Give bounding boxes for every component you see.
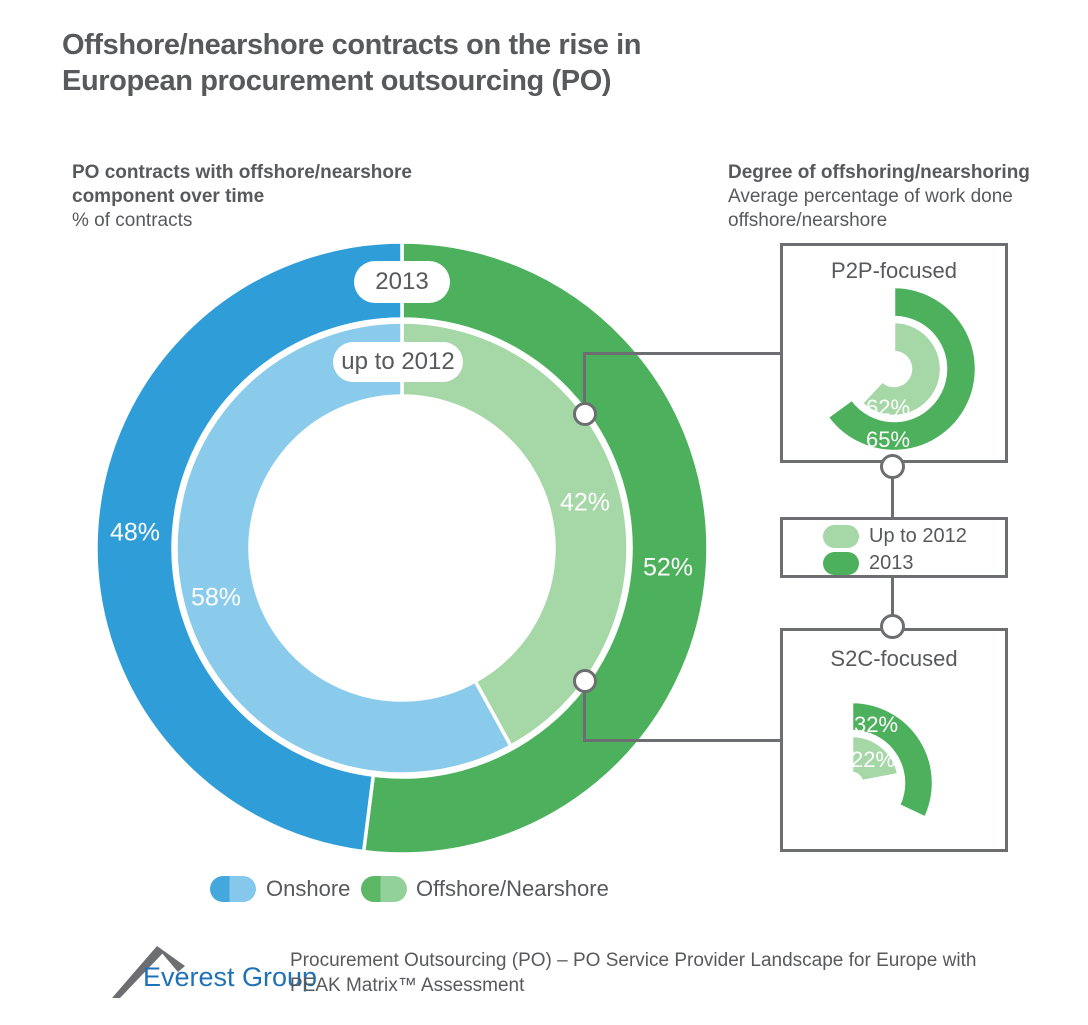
connector-top-anchor-dot	[573, 402, 597, 426]
bottom-legend-label-onshore: Onshore	[266, 876, 351, 901]
everest-group-logo-icon	[112, 946, 185, 998]
main-ring-2013-seg-onshore	[94, 240, 404, 854]
page-title: Offshore/nearshore contracts on the rise…	[62, 27, 641, 99]
main-donut-chart	[94, 240, 710, 856]
page-title-line1: Offshore/nearshore contracts on the rise…	[62, 29, 642, 61]
right-heading-line1: Degree of offshoring/nearshoring	[728, 162, 1030, 183]
bottom-legend-label-offshore: Offshore/Nearshore	[416, 876, 609, 901]
everest-group-logo-text: Everest Group	[143, 962, 318, 992]
p2p-donut-arc-up-to-2012	[860, 320, 943, 418]
ring-label-up-to-2012: up to 2012	[341, 348, 455, 375]
connector-s2c-node-dot	[880, 614, 905, 639]
p2p-outer-label: 65%	[865, 427, 911, 452]
s2c-outer-label: 32%	[853, 712, 899, 737]
left-heading-line2: component over time	[72, 186, 265, 207]
left-heading-line1: PO contracts with offshore/nearshore	[72, 162, 412, 183]
label-outer-offshore: 52%	[642, 553, 694, 582]
right-heading-line2: Average percentage of work done	[728, 186, 1013, 207]
legend-swatch-2013	[823, 552, 859, 575]
left-panel-heading: PO contracts with offshore/nearshore com…	[72, 161, 412, 233]
footer-caption-line2: PEAK Matrix™ Assessment	[290, 975, 525, 996]
legend-label-2013: 2013	[869, 552, 914, 574]
connector-p2p-legend-line	[891, 466, 894, 518]
p2p-donut-chart	[826, 285, 978, 453]
connector-bottom-vertical-line	[583, 680, 586, 742]
s2c-box-title: S2C-focused	[830, 646, 958, 671]
p2p-donut-arc-2013	[826, 285, 978, 453]
label-outer-onshore: 48%	[109, 518, 161, 547]
p2p-inner-label: 62%	[865, 395, 911, 420]
s2c-donut-arc-2013	[850, 700, 935, 819]
main-ring-up-to-2012-seg-offshore-nearshore	[400, 320, 630, 748]
s2c-donut-chart	[850, 700, 935, 819]
connector-p2p-node-dot	[880, 454, 905, 479]
bottom-legend-swatch-offshore	[361, 876, 407, 902]
right-panel-heading: Degree of offshoring/nearshoring Average…	[728, 161, 1030, 233]
bottom-legend-swatch-onshore	[210, 876, 256, 902]
right-heading-line3: offshore/nearshore	[728, 210, 888, 231]
legend-swatch-up-to-2012	[823, 525, 859, 548]
p2p-box-title: P2P-focused	[831, 258, 957, 283]
connector-bottom-anchor-dot	[573, 669, 597, 693]
footer-caption-line1: Procurement Outsourcing (PO) – PO Servic…	[290, 950, 977, 971]
detail-legend-box: Up to 2012 2013	[780, 517, 1008, 578]
connector-top-vertical-line	[583, 352, 586, 414]
left-heading-sub: % of contracts	[72, 210, 193, 231]
ring-label-2013-pill: 2013	[354, 261, 450, 303]
connector-top-horizontal-line	[583, 352, 781, 355]
main-ring-up-to-2012-seg-onshore	[174, 320, 513, 776]
s2c-focused-box: S2C-focused 32% 22%	[780, 628, 1008, 852]
label-inner-offshore: 42%	[559, 488, 611, 517]
ring-label-up-to-2012-pill: up to 2012	[333, 342, 463, 382]
connector-legend-s2c-line	[891, 578, 894, 628]
ring-label-2013: 2013	[375, 268, 429, 295]
legend-label-up-to-2012: Up to 2012	[869, 525, 967, 547]
p2p-focused-box: P2P-focused 62% 65%	[780, 243, 1008, 463]
main-ring-2013-seg-offshore-nearshore	[361, 240, 710, 856]
connector-bottom-horizontal-line	[583, 739, 781, 742]
s2c-inner-label: 22%	[850, 747, 896, 772]
s2c-donut-arc-up-to-2012	[850, 734, 900, 783]
footer-caption: Procurement Outsourcing (PO) – PO Servic…	[290, 948, 976, 998]
page-title-line2: European procurement outsourcing (PO)	[62, 65, 612, 97]
label-inner-onshore: 58%	[190, 583, 242, 612]
